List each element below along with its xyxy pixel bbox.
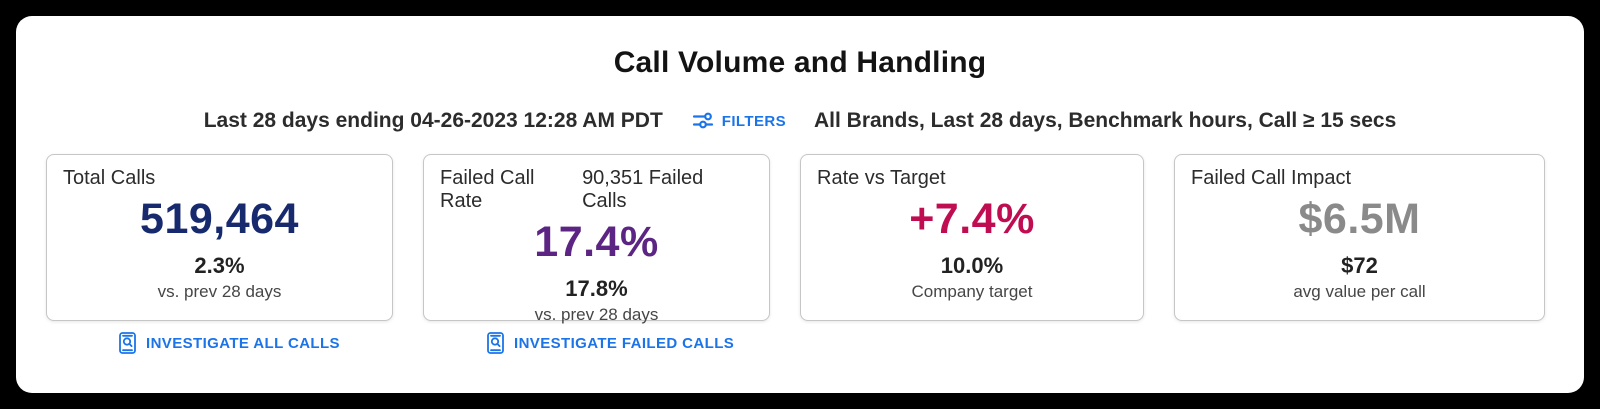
metric-cards-row: Total Calls 519,464 2.3% vs. prev 28 day… <box>16 154 1584 324</box>
device-search-icon <box>117 331 138 355</box>
total-calls-secondary: 2.3% <box>194 253 245 279</box>
investigate-failed-calls-link[interactable]: INVESTIGATE FAILED CALLS <box>485 331 734 355</box>
filters-button[interactable]: FILTERS <box>691 109 786 133</box>
filters-summary-text: All Brands, Last 28 days, Benchmark hour… <box>813 109 1397 132</box>
failed-call-impact-secondary: $72 <box>1341 253 1378 279</box>
page-title: Call Volume and Handling <box>613 46 987 79</box>
failed-call-impact-tertiary: avg value per call <box>1293 282 1426 302</box>
card-header: Failed Call Rate 90,351 Failed Calls <box>440 167 753 213</box>
investigate-failed-calls-label: INVESTIGATE FAILED CALLS <box>514 334 735 352</box>
sliders-filter-icon <box>691 109 715 133</box>
total-calls-tertiary: vs. prev 28 days <box>157 282 282 302</box>
card-header: Failed Call Impact <box>1191 167 1528 190</box>
card-rate-vs-target: Rate vs Target +7.4% 10.0% Company targe… <box>800 154 1144 321</box>
failed-call-rate-secondary: 17.8% <box>565 276 628 302</box>
card-header: Rate vs Target <box>817 167 1127 190</box>
failed-call-rate-value: 17.4% <box>534 218 659 266</box>
date-range-text: Last 28 days ending 04-26-2023 12:28 AM … <box>203 109 663 132</box>
investigate-links-row: INVESTIGATE ALL CALLS INVESTIGATE FAILED… <box>16 331 1584 359</box>
card-failed-call-rate: Failed Call Rate 90,351 Failed Calls 17.… <box>423 154 770 324</box>
card-label: Failed Call Impact <box>1191 167 1352 189</box>
rate-vs-target-secondary: 10.0% <box>940 253 1004 279</box>
filters-button-label: FILTERS <box>721 112 786 130</box>
card-label: Failed Call Rate <box>440 167 535 212</box>
dashboard-panel: Call Volume and Handling Last 28 days en… <box>16 16 1584 393</box>
card-header: Total Calls <box>63 167 376 190</box>
card-header-right: 90,351 Failed Calls <box>582 167 704 212</box>
device-search-icon <box>485 331 506 355</box>
rate-vs-target-tertiary: Company target <box>911 282 1033 302</box>
subtitle-row: Last 28 days ending 04-26-2023 12:28 AM … <box>16 109 1584 133</box>
rate-vs-target-value: +7.4% <box>909 195 1035 243</box>
investigate-all-calls-label: INVESTIGATE ALL CALLS <box>146 334 340 352</box>
failed-call-rate-tertiary: vs. prev 28 days <box>534 305 659 325</box>
card-label: Rate vs Target <box>817 167 946 189</box>
investigate-all-calls-link[interactable]: INVESTIGATE ALL CALLS <box>117 331 340 355</box>
card-total-calls: Total Calls 519,464 2.3% vs. prev 28 day… <box>46 154 393 321</box>
failed-call-impact-value: $6.5M <box>1298 195 1421 243</box>
card-failed-call-impact: Failed Call Impact $6.5M $72 avg value p… <box>1174 154 1545 321</box>
total-calls-value: 519,464 <box>140 195 299 243</box>
card-label: Total Calls <box>63 167 156 189</box>
